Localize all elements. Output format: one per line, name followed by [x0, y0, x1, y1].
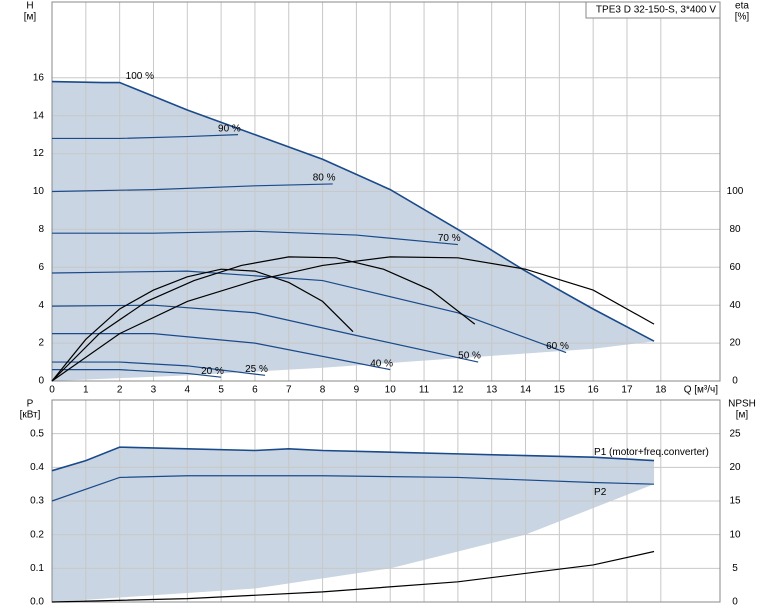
- curve: [52, 369, 222, 378]
- secondary-curve: [51, 550, 655, 603]
- y2-tick-label: 5: [732, 563, 738, 574]
- x-tick-label: 7: [286, 385, 292, 396]
- y2-tick-label: 10: [729, 529, 741, 540]
- y-unit: [кВт]: [20, 410, 41, 421]
- curve-label: 100 %: [126, 71, 154, 82]
- x-tick-label: 15: [554, 385, 566, 396]
- curve-label: 60 %: [546, 341, 569, 352]
- y2-tick-label: 60: [729, 262, 741, 273]
- x-tick-label: 2: [117, 385, 123, 396]
- x-tick-label: 5: [218, 385, 224, 396]
- y2-tick-label: 0: [732, 376, 738, 387]
- x-tick-label: 12: [452, 385, 464, 396]
- y-tick-label: 0.4: [30, 462, 44, 473]
- y2-tick-label: 20: [729, 462, 741, 473]
- y-tick-label: 16: [33, 72, 45, 83]
- curve: [51, 270, 567, 354]
- y-tick-label: 0.5: [30, 428, 44, 439]
- y-tick-label: 4: [38, 300, 44, 311]
- y-tick-label: 10: [33, 186, 45, 197]
- y-label: H: [26, 1, 33, 12]
- curve-label: 90 %: [218, 123, 241, 134]
- curve-label: 20 %: [201, 366, 224, 377]
- curve: [52, 333, 391, 371]
- x-tick-label: 13: [486, 385, 498, 396]
- curve: [51, 80, 655, 342]
- curve-label: 40 %: [370, 358, 393, 369]
- curve-label: 80 %: [313, 173, 336, 184]
- y2-tick-label: 15: [729, 496, 741, 507]
- y-tick-label: 0.0: [30, 597, 44, 608]
- curve: [52, 134, 239, 140]
- y-tick-label: 0: [38, 376, 44, 387]
- y-tick-label: 0.2: [30, 529, 44, 540]
- chart: 0.0 0.1 0.2 0.3 0.4 0.5 0 5 10 15 20 25 P[кВт] NPSH[м…: [20, 399, 756, 608]
- curve-label: 50 %: [458, 351, 481, 362]
- y2-unit: [%]: [735, 12, 750, 23]
- curve: [51, 475, 655, 502]
- curve: [52, 230, 458, 246]
- x-tick-label: 10: [385, 385, 397, 396]
- y-tick-label: 0.3: [30, 496, 44, 507]
- x-tick-label: 9: [354, 385, 360, 396]
- x-tick-label: 16: [588, 385, 600, 396]
- curve-label: P1 (motor+freq.converter): [594, 447, 709, 458]
- y2-unit: [м]: [736, 410, 749, 421]
- x-tick-label: 14: [520, 385, 532, 396]
- x-tick-label: 8: [320, 385, 326, 396]
- x-label: Q [м³/ч]: [684, 385, 719, 396]
- y2-label: NPSH: [728, 399, 756, 410]
- operating-area: [52, 447, 655, 602]
- curve: [51, 446, 655, 472]
- curve: [51, 183, 333, 193]
- curve-label: 70 %: [438, 233, 461, 244]
- curve-label: P2: [594, 487, 607, 498]
- x-tick-label: 11: [419, 385, 430, 396]
- y2-tick-label: 80: [729, 224, 741, 235]
- y-tick-label: 2: [38, 338, 44, 349]
- secondary-curve: [51, 256, 655, 382]
- title-box: [585, 1, 721, 19]
- x-tick-label: 3: [151, 385, 157, 396]
- x-tick-label: 6: [252, 385, 258, 396]
- y-unit: [м]: [24, 12, 37, 23]
- y-tick-label: 8: [38, 224, 44, 235]
- y-tick-label: 6: [38, 262, 44, 273]
- x-tick-label: 18: [655, 385, 667, 396]
- x-tick-label: 4: [185, 385, 191, 396]
- y2-tick-label: 0: [732, 597, 738, 608]
- curve: [51, 304, 479, 363]
- y-label: P: [27, 399, 34, 410]
- secondary-curve: [51, 256, 476, 382]
- curve: [52, 361, 266, 376]
- x-tick-label: 0: [49, 385, 55, 396]
- title: TPE3 D 32-150-S, 3*400 V: [596, 5, 716, 16]
- y2-tick-label: 20: [729, 338, 741, 349]
- y-tick-label: 14: [33, 110, 45, 121]
- x-tick-label: 1: [83, 385, 89, 396]
- curve-label: 25 %: [245, 364, 268, 375]
- y-tick-label: 0.1: [30, 563, 44, 574]
- y2-tick-label: 25: [729, 428, 741, 439]
- y2-tick-label: 40: [729, 300, 741, 311]
- y2-tick-label: 100: [727, 186, 744, 197]
- secondary-curve: [51, 268, 354, 382]
- operating-area: [52, 81, 655, 381]
- x-tick-label: 17: [621, 385, 633, 396]
- y2-label: eta: [735, 1, 749, 12]
- y-tick-label: 12: [33, 148, 45, 159]
